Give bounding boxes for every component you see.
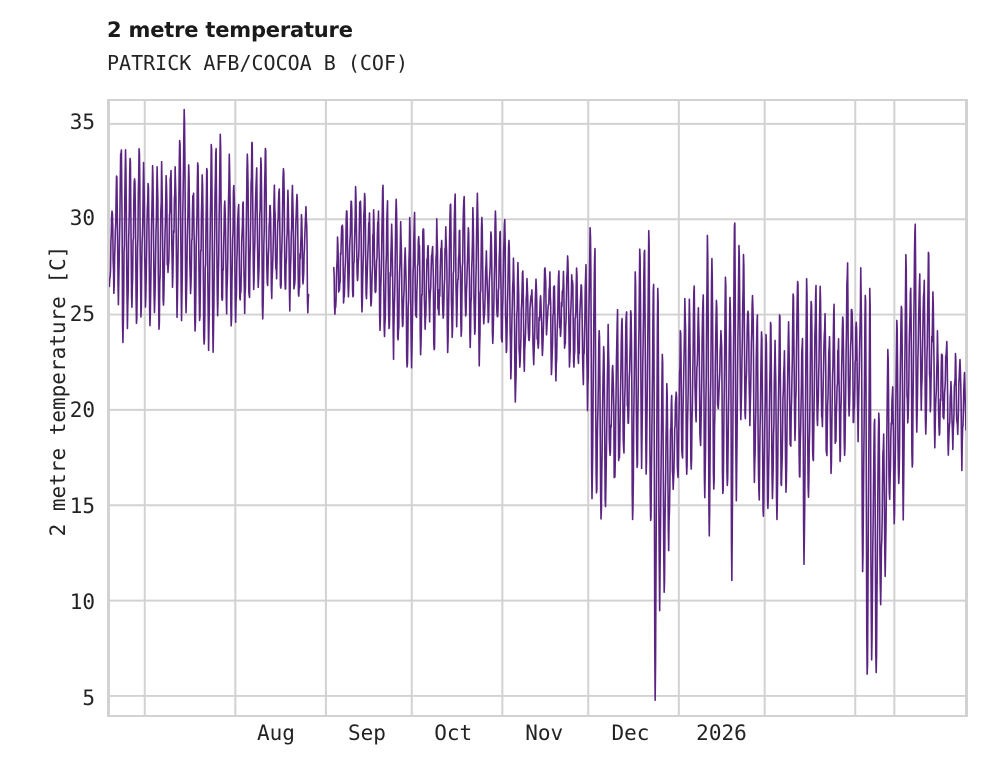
y-tick-20: 20 bbox=[69, 397, 95, 422]
y-tick-15: 15 bbox=[69, 493, 95, 518]
y-tick-5: 5 bbox=[82, 685, 95, 710]
gridlines bbox=[109, 101, 966, 715]
y-tick-30: 30 bbox=[69, 205, 95, 230]
x-tick-oct: Oct bbox=[434, 721, 473, 745]
temperature-series bbox=[109, 101, 966, 715]
plot-area bbox=[107, 99, 968, 717]
y-tick-25: 25 bbox=[69, 301, 95, 326]
chart-subtitle: PATRICK AFB/COCOA B (COF) bbox=[107, 51, 409, 75]
y-axis-tick-labels: 35 30 25 20 15 10 5 bbox=[0, 0, 95, 782]
x-tick-aug: Aug bbox=[256, 721, 295, 745]
page-title: 2 metre temperature bbox=[107, 18, 353, 42]
x-tick-sep: Sep bbox=[347, 721, 386, 745]
y-tick-10: 10 bbox=[69, 589, 95, 614]
y-tick-35: 35 bbox=[69, 110, 95, 135]
temperature-line bbox=[109, 108, 966, 702]
x-tick-dec: Dec bbox=[611, 721, 650, 745]
x-tick-2026: 2026 bbox=[696, 721, 747, 745]
x-tick-nov: Nov bbox=[525, 721, 564, 745]
